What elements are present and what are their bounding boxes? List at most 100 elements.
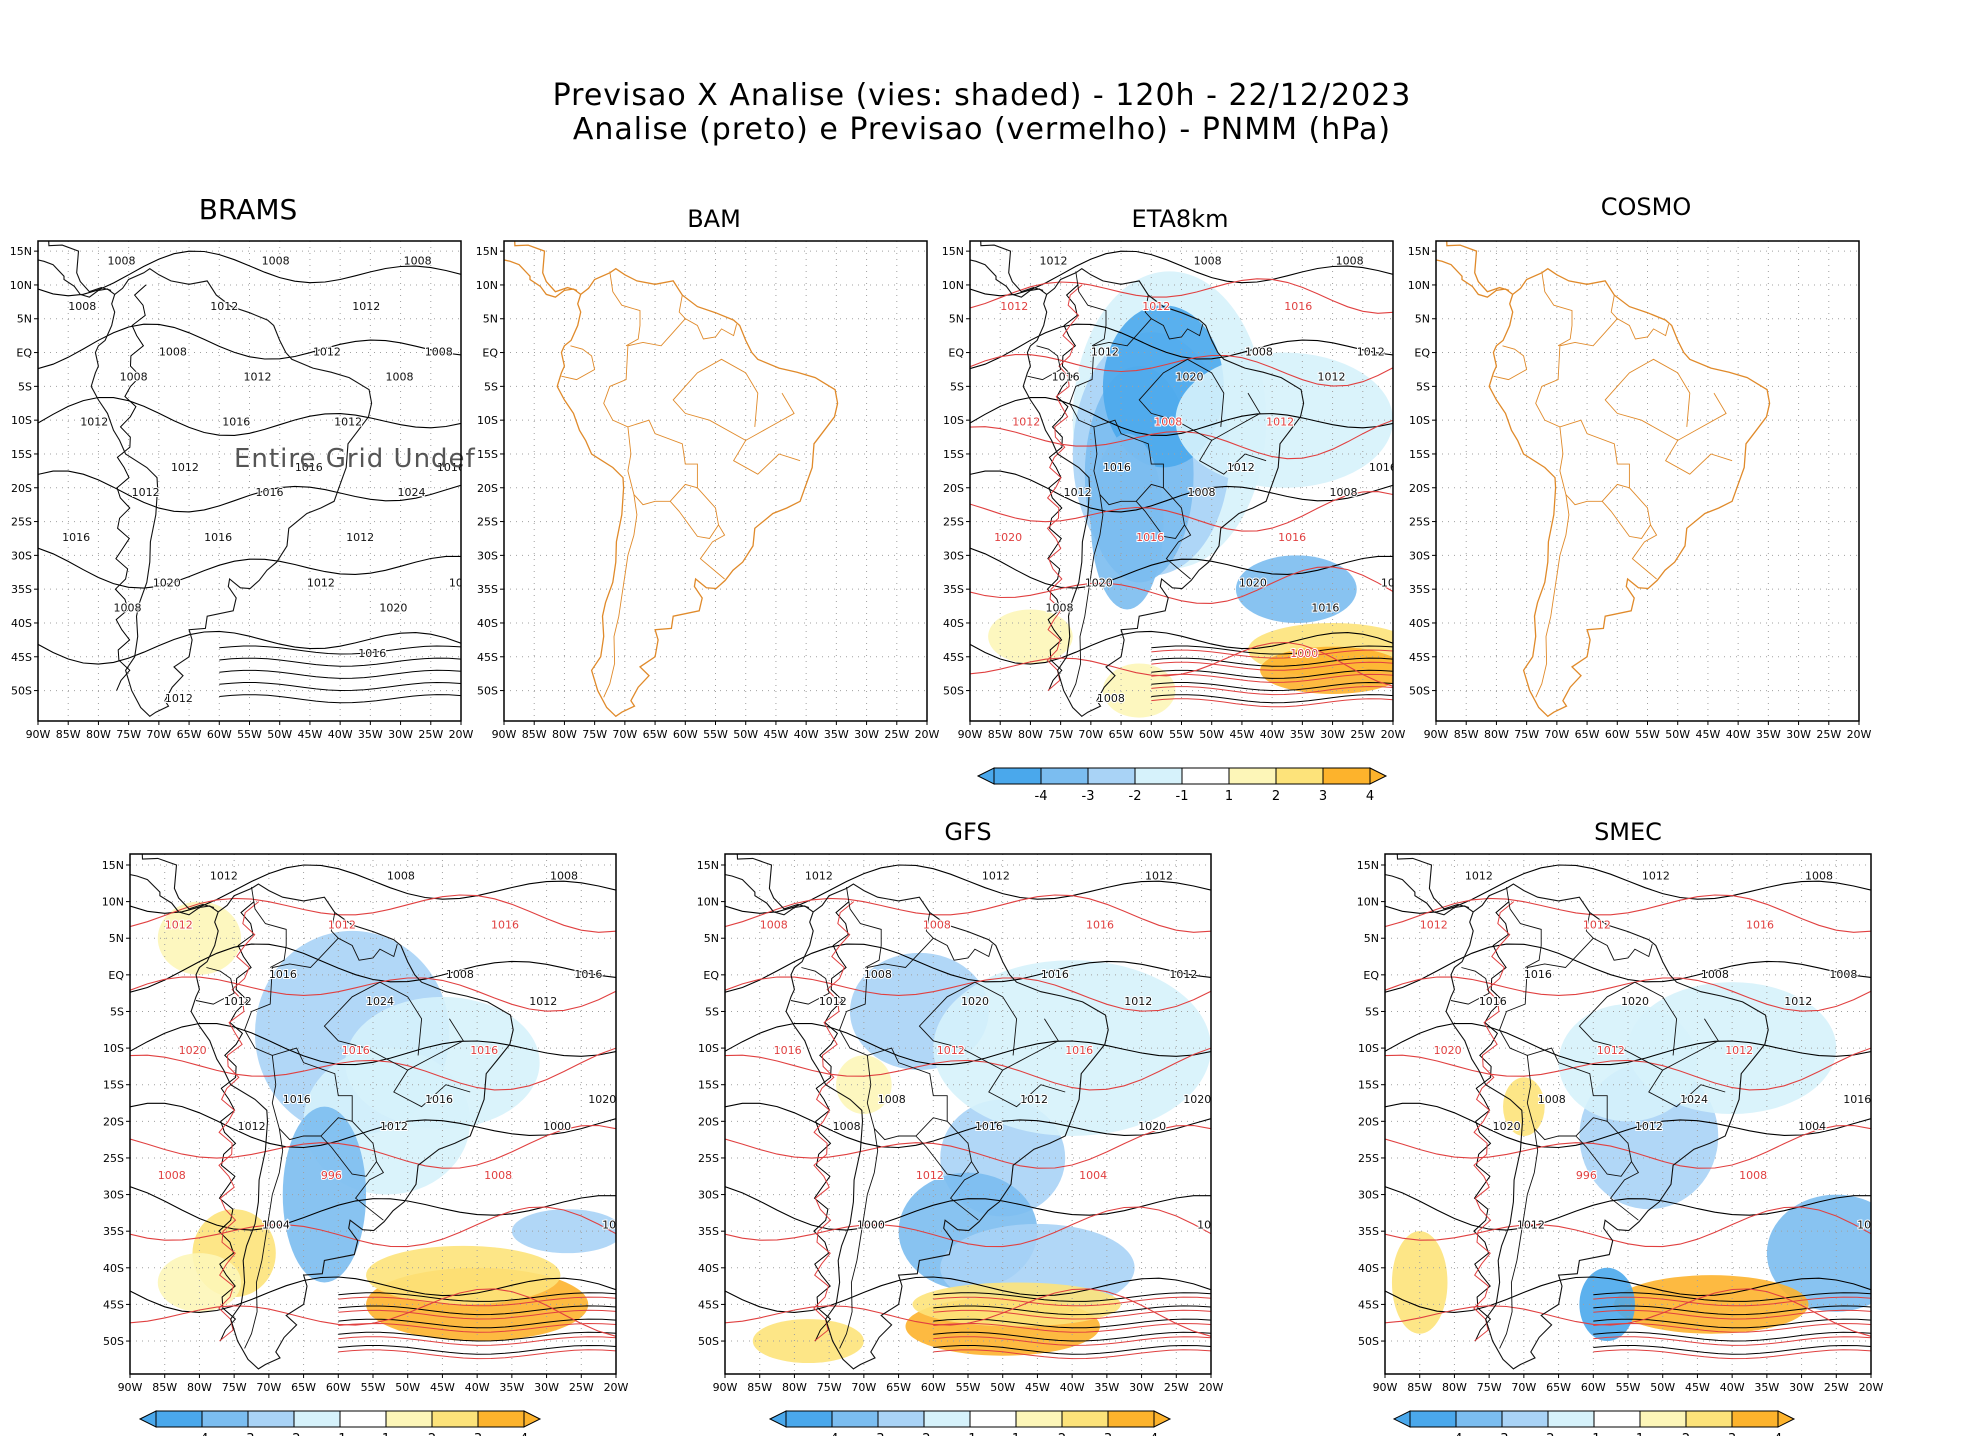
isobar-label: 1008 <box>68 300 96 313</box>
country-border <box>393 1018 471 1108</box>
lon-tick-label: 55W <box>361 1381 386 1394</box>
lat-tick-label: 25S <box>477 516 498 529</box>
colorbar-2: -4 -3 -2 -1 1 2 3 4 <box>138 1410 542 1436</box>
analysis-isobar <box>130 943 616 993</box>
lon-tick-label: 40W <box>465 1381 490 1394</box>
isobar-label: 1016 <box>295 461 323 474</box>
isobar-label: 1012 <box>210 870 238 883</box>
colorbar-tick-label: 2 <box>1272 789 1280 804</box>
isobar-label: 1012 <box>1420 919 1448 932</box>
country-border <box>1648 1018 1726 1108</box>
isobar-label: 1012 <box>171 461 199 474</box>
isobar-label: 1008 <box>833 1120 861 1133</box>
lat-tick-label: 10N <box>1408 279 1430 292</box>
lon-tick-label: 60W <box>207 728 232 741</box>
isobar-label: 1016 <box>574 968 602 981</box>
lat-tick-label: 10S <box>477 414 498 427</box>
country-border <box>1499 937 1640 1221</box>
lat-tick-label: 5S <box>1365 1005 1379 1018</box>
lat-tick-label: 20S <box>943 482 964 495</box>
lon-tick-label: 25W <box>569 1381 594 1394</box>
lon-tick-label: 85W <box>56 728 81 741</box>
lat-tick-label: 5S <box>110 1005 124 1018</box>
lat-tick-label: 20S <box>103 1115 124 1128</box>
colorbar-tick-label: -4 <box>196 1432 209 1436</box>
lat-tick-label: 45S <box>1409 651 1430 664</box>
isobar-label: 1016 <box>256 486 284 499</box>
bias-shade-bias_pos2 <box>1391 1231 1448 1334</box>
lat-tick-label: 40S <box>477 617 498 630</box>
isobar-label: 1020 <box>1183 1093 1211 1106</box>
isobar-label: 1012 <box>1784 995 1812 1008</box>
lat-tick-label: 15S <box>11 448 32 461</box>
country-border <box>627 426 698 506</box>
colorbar-tick-label: 2 <box>428 1432 436 1436</box>
panel-title-brams: BRAMS <box>198 193 298 226</box>
lat-tick-label: 35S <box>477 583 498 596</box>
isobar-label: 1008 <box>1245 345 1273 358</box>
country-border <box>1138 358 1225 441</box>
lon-tick-label: 85W <box>1454 728 1479 741</box>
isobar-label: 1016 <box>425 1093 453 1106</box>
panel-title-eta8km: ETA8km <box>1131 205 1229 233</box>
isobar-label: 1008 <box>1739 1169 1767 1182</box>
isobar-label: 1008 <box>404 255 432 268</box>
isobar-label: 1020 <box>961 995 989 1008</box>
coastline <box>514 241 578 293</box>
country-border <box>915 1135 972 1177</box>
lat-tick-label: 50S <box>1358 1335 1379 1348</box>
colorbar-swatch <box>1228 767 1277 785</box>
colorbar-swatch <box>293 1410 341 1428</box>
country-border <box>1493 345 1528 381</box>
country-border <box>1450 967 1490 1005</box>
coastline <box>1396 854 1470 910</box>
isobar-label: 996 <box>321 1169 342 1182</box>
isobar-label: 1012 <box>1266 416 1294 429</box>
isobar-label: 1016 <box>1086 919 1114 932</box>
lat-tick-label: 50S <box>698 1335 719 1348</box>
isobar-label: 1008 <box>385 370 413 383</box>
lat-tick-label: 10S <box>1409 414 1430 427</box>
isobar-label: 1016 <box>491 919 519 932</box>
country-border <box>1069 494 1104 698</box>
isobar-label: 1012 <box>1642 870 1670 883</box>
colorbar-swatch <box>785 1410 833 1428</box>
isobar-label: 1000 <box>543 1120 571 1133</box>
lat-tick-label: 20S <box>11 482 32 495</box>
analysis-isobar <box>725 1102 1211 1149</box>
isobar-label: 1016 <box>774 1044 802 1057</box>
lat-tick-label: 10S <box>1358 1042 1379 1055</box>
country-border <box>1093 426 1164 506</box>
country-border <box>320 1135 377 1177</box>
isobar-label: 1012 <box>1020 1093 1048 1106</box>
lat-tick-label: 40S <box>11 617 32 630</box>
analysis-isobar <box>970 630 1393 665</box>
colorbar-swatch <box>1547 1410 1595 1428</box>
country-border <box>1499 1128 1539 1349</box>
isobar-label: 1012 <box>1317 370 1345 383</box>
lon-tick-label: 35W <box>499 1381 524 1394</box>
undefined-grid-message: Entire Grid Undef <box>234 444 476 474</box>
isobar-label: 1008 <box>387 870 415 883</box>
lon-tick-label: 75W <box>116 728 141 741</box>
isobar-label: 1016 <box>975 1120 1003 1133</box>
bias-shade-bias_neg1 <box>345 996 540 1129</box>
isobar-label: 1016 <box>1103 461 1131 474</box>
lon-tick-label: 45W <box>763 728 788 741</box>
colorbar-swatch <box>1322 767 1371 785</box>
isobar-label: 1016 <box>269 968 297 981</box>
colorbar-tick-label: 3 <box>1319 789 1327 804</box>
isobar-label: 1012 <box>238 1120 266 1133</box>
lat-tick-label: 5N <box>704 932 719 945</box>
isobar-label: 1008 <box>1805 870 1833 883</box>
isobar-label: 1020 <box>379 601 407 614</box>
lon-tick-label: 75W <box>582 728 607 741</box>
map-panel-bam: 15N 10N 5N EQ 5S 10S 15S 20S 25S 30S 35S 40S 45S 50S 9… <box>476 240 940 741</box>
isobar-label: 1020 <box>1493 1120 1521 1133</box>
country-border <box>603 494 638 698</box>
lon-tick-label: 35W <box>824 728 849 741</box>
lon-tick-label: 40W <box>328 728 353 741</box>
lon-tick-label: 60W <box>326 1381 351 1394</box>
colorbar-tick-label: 1 <box>1636 1432 1644 1436</box>
lon-tick-label: 90W <box>118 1381 143 1394</box>
